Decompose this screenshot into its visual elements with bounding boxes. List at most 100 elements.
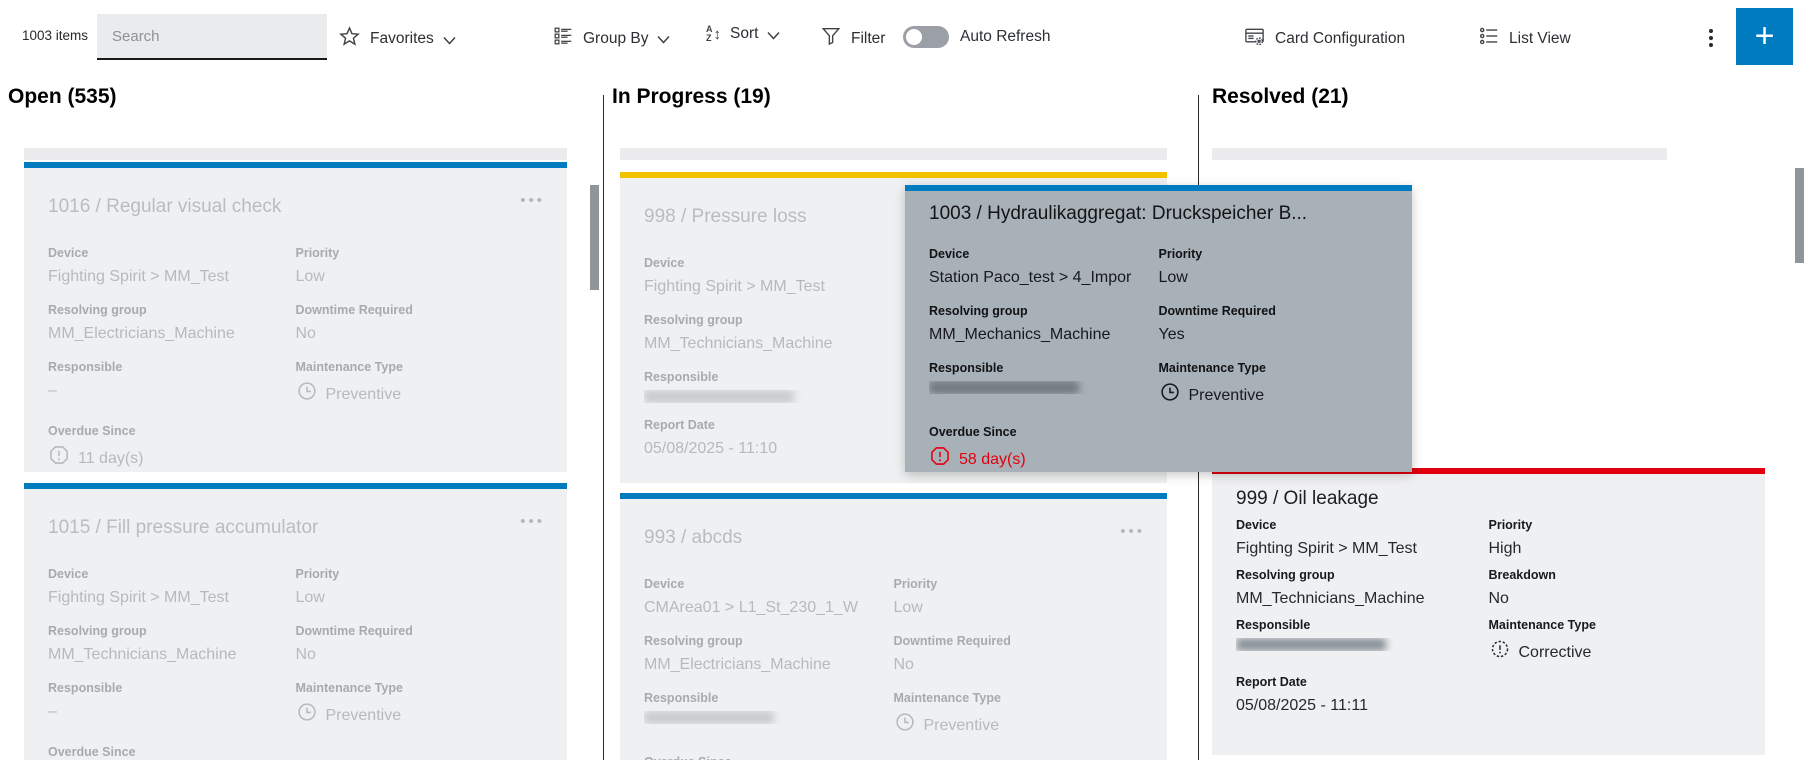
field-resolving-group: Resolving group MM_Mechanics_Machine [929,304,1111,343]
open-column-scrollbar-thumb[interactable] [590,185,599,290]
field-priority: Priority Low [295,246,340,285]
toggle-knob [906,29,922,45]
auto-refresh-toggle[interactable] [903,26,949,48]
clock-icon [894,711,916,740]
field-maintenance-type: Maintenance Type Preventive [296,681,544,730]
auto-refresh-label: Auto Refresh [960,28,1051,45]
responsible-redacted [644,390,794,403]
clock-icon [296,380,318,409]
filter-button[interactable]: Filter [820,25,885,52]
group-by-icon [552,25,574,52]
column-top-bar [24,148,567,160]
field-priority: Priority High [1488,518,1533,557]
filter-label: Filter [851,29,886,47]
filter-funnel-icon [820,25,842,52]
card-menu-button[interactable]: ••• [520,192,545,209]
field-downtime-required: Downtime Required Yes [1158,304,1276,343]
alert-octagon-icon [48,444,70,472]
card-title: 1015 / Fill pressure accumulator [48,517,319,538]
field-report-date: Report Date 05/08/2025 - 11:10 [644,418,778,457]
field-resolving-group: Resolving group MM_Electricians_Machine [644,634,831,673]
clock-icon [296,701,318,730]
group-by-label: Group By [583,29,649,47]
field-priority: Priority Low [893,577,938,616]
alert-octagon-icon [929,445,951,472]
card-993[interactable]: 993 / abcds ••• Device CMArea01 > L1_St_… [620,493,1167,760]
field-device: Device Station Paco_test > 4_Impor [929,247,1132,286]
field-priority: Priority Low [1158,247,1203,286]
favorites-button[interactable]: Favorites [338,25,456,53]
list-view-label: List View [1509,29,1571,47]
card-title: 993 / abcds [644,527,743,548]
field-overdue-since: Overdue Since 58 day(s) [929,425,1159,472]
field-breakdown: Breakdown No [1488,568,1556,607]
field-device: Device Fighting Spirit > MM_Test [48,246,229,285]
chevron-down-icon [657,35,671,44]
card-title: 998 / Pressure loss [644,206,807,227]
group-by-button[interactable]: Group By [552,25,671,52]
field-maintenance-type: Maintenance Type Preventive [894,691,1144,740]
card-title: 1003 / Hydraulikaggregat: Druckspeicher … [929,203,1308,224]
responsible-redacted [1236,638,1386,651]
clock-icon [1159,381,1181,410]
field-maintenance-type: Maintenance Type Preventive [1159,361,1389,410]
card-menu-button[interactable]: ••• [1120,523,1145,540]
card-1016[interactable]: 1016 / Regular visual check ••• Device F… [24,162,567,472]
column-divider [603,95,604,760]
field-device: Device Fighting Spirit > MM_Test [644,256,825,295]
field-overdue-since: Overdue Since [48,745,136,759]
add-button[interactable]: + [1736,8,1793,65]
column-top-bar [620,148,1167,160]
field-overdue-since: Overdue Since [644,755,894,760]
toolbar: 1003 items Favorites Group By [0,0,1809,75]
field-report-date: Report Date 05/08/2025 - 11:11 [1236,675,1368,714]
items-count: 1003 items [22,28,89,43]
field-priority: Priority Low [295,567,340,606]
chevron-down-icon [767,31,780,40]
field-downtime-required: Downtime Required No [295,624,413,663]
card-999[interactable]: 999 / Oil leakage Device Fighting Spirit… [1212,468,1765,755]
field-responsible: Responsible [1236,618,1489,667]
search-box[interactable] [97,14,327,60]
column-header-resolved: Resolved (21) [1212,85,1349,108]
more-options-kebab-button[interactable] [1702,24,1720,52]
field-device: Device CMArea01 > L1_St_230_1_W [644,577,858,616]
card-1003-dragging[interactable]: 1003 / Hydraulikaggregat: Druckspeicher … [905,185,1412,472]
responsible-redacted [644,711,774,724]
field-overdue-since: Overdue Since 11 day(s) [48,424,296,472]
field-responsible: Responsible [644,691,894,740]
card-1015[interactable]: 1015 / Fill pressure accumulator ••• Dev… [24,483,567,760]
field-resolving-group: Resolving group MM_Electricians_Machine [48,303,235,342]
field-device: Device Fighting Spirit > MM_Test [48,567,229,606]
field-responsible: Responsible [644,370,894,403]
field-maintenance-type: Maintenance Type Corrective [1489,618,1742,667]
field-maintenance-type: Maintenance Type Preventive [296,360,544,409]
field-resolving-group: Resolving group MM_Technicians_Machine [1236,568,1425,607]
card-configuration-label: Card Configuration [1275,30,1406,47]
column-header-in-progress: In Progress (19) [612,85,771,108]
field-resolving-group: Resolving group MM_Technicians_Machine [644,313,833,352]
card-title: 1016 / Regular visual check [48,196,282,217]
card-configuration-icon [1243,25,1266,53]
card-title: 999 / Oil leakage [1236,488,1379,509]
star-icon [338,25,361,53]
board-scrollbar-thumb[interactable] [1795,168,1804,263]
list-view-button[interactable]: List View [1478,25,1571,52]
favorites-label: Favorites [370,30,434,47]
gear-alert-icon [1489,638,1511,667]
field-responsible: Responsible – [48,681,123,720]
field-responsible: Responsible [929,361,1159,410]
list-view-icon [1478,25,1500,52]
field-downtime-required: Downtime Required No [893,634,1011,673]
card-configuration-button[interactable]: Card Configuration [1243,25,1405,53]
column-top-bar [1212,148,1667,160]
field-device: Device Fighting Spirit > MM_Test [1236,518,1417,557]
column-header-open: Open (535) [8,85,117,108]
card-menu-button[interactable]: ••• [520,513,545,530]
chevron-down-icon [443,36,456,45]
responsible-redacted [929,381,1079,394]
search-input[interactable] [97,27,319,45]
sort-label: Sort [730,25,759,42]
